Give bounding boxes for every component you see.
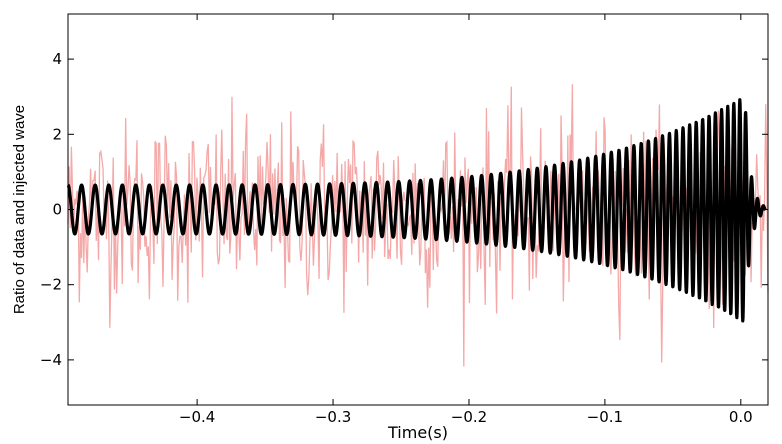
x-tick-label: −0.3 (315, 408, 351, 426)
y-axis-label: Ratio of data and injected wave (11, 105, 28, 314)
chirp-line (66, 98, 767, 323)
chirp-series (66, 98, 767, 323)
x-axis-label: Time(s) (387, 423, 448, 442)
y-tick-label: −2 (40, 276, 62, 294)
y-tick-label: 0 (52, 201, 62, 219)
y-axis-ticks: −4 −2 0 2 4 (40, 50, 768, 369)
y-tick-label: 4 (52, 50, 62, 68)
x-tick-label: 0.0 (729, 408, 753, 426)
x-tick-label: −0.2 (451, 408, 487, 426)
x-tick-label: −0.4 (179, 408, 215, 426)
x-axis-ticks: −0.4 −0.3 −0.2 −0.1 0.0 (179, 14, 753, 426)
y-tick-label: −4 (40, 351, 62, 369)
x-tick-label: −0.1 (587, 408, 623, 426)
y-tick-label: 2 (52, 125, 62, 143)
